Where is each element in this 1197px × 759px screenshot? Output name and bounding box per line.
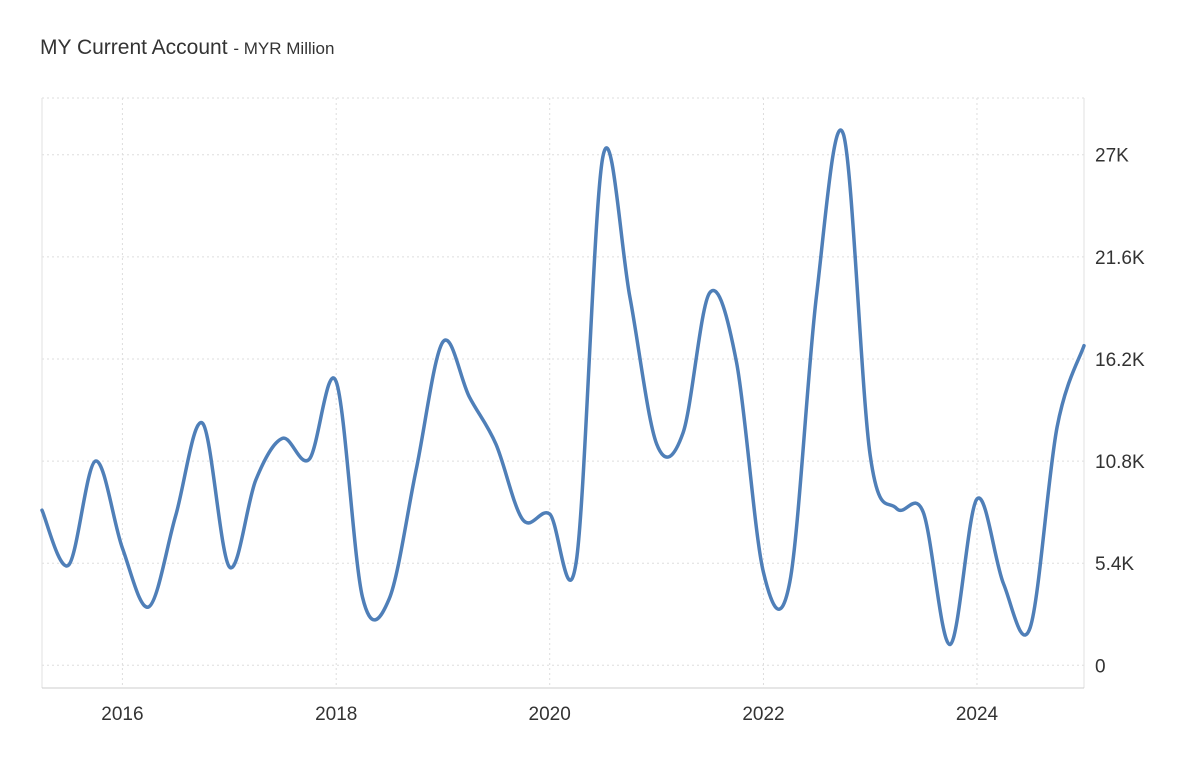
y-tick-label: 5.4K (1095, 554, 1134, 575)
y-axis-ticks: 0 5.4K 10.8K 16.2K 21.6K 27K (1095, 146, 1145, 678)
x-tick-label: 2022 (742, 704, 784, 725)
grid-lines (42, 97, 1084, 688)
x-axis-ticks: 2016 2018 2020 2022 2024 (101, 704, 998, 725)
y-tick-label: 21.6K (1095, 248, 1145, 269)
x-tick-label: 2016 (101, 704, 143, 725)
x-tick-label: 2024 (956, 704, 999, 725)
chart-subtitle: - MYR Million (233, 39, 335, 58)
axes (41, 98, 1085, 689)
y-tick-label: 10.8K (1095, 452, 1145, 473)
chart-title: MY Current Account - MYR Million (40, 36, 334, 60)
y-tick-label: 16.2K (1095, 350, 1145, 371)
y-tick-label: 0 (1095, 656, 1106, 677)
x-tick-label: 2020 (529, 704, 571, 725)
x-tick-label: 2018 (315, 704, 357, 725)
series-layer (40, 128, 1086, 647)
y-tick-label: 27K (1095, 146, 1129, 167)
series-line (40, 128, 1086, 647)
chart-title-main: MY Current Account (40, 36, 228, 59)
